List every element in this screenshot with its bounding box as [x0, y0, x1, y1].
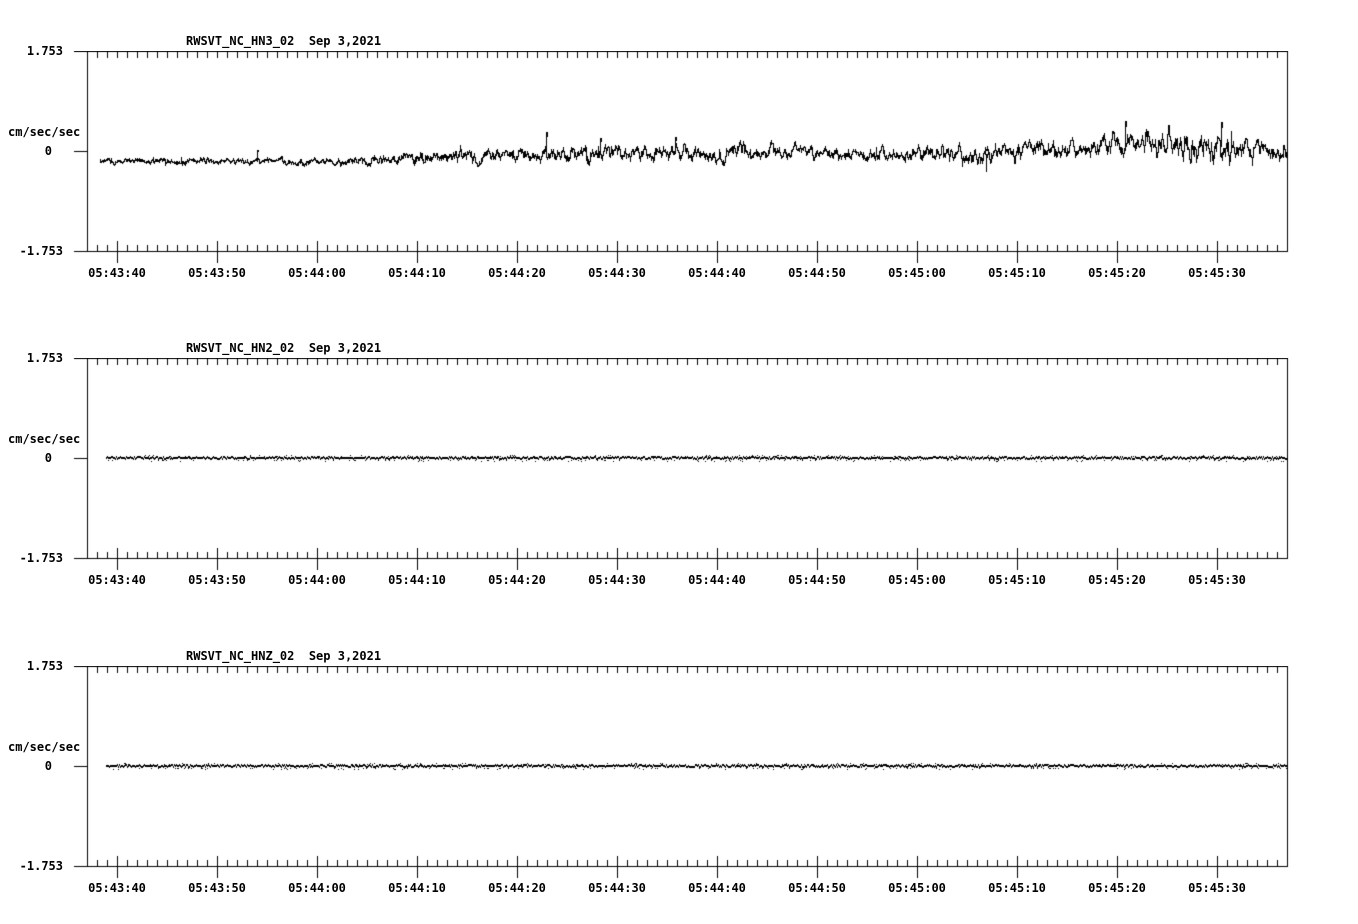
x-tick-label: 05:44:40	[688, 266, 746, 280]
x-tick-label: 05:45:30	[1188, 881, 1246, 895]
y-axis-units-label: cm/sec/sec	[8, 432, 81, 446]
y-axis-units-label: cm/sec/sec	[8, 740, 81, 754]
y-tick-label-max: 1.753	[26, 659, 63, 673]
x-tick-label: 05:44:10	[388, 266, 446, 280]
y-tick-label-max: 1.753	[26, 351, 63, 365]
x-tick-label: 05:44:50	[788, 266, 846, 280]
x-tick-label: 05:44:20	[488, 881, 546, 895]
x-tick-label: 05:44:50	[788, 881, 846, 895]
y-tick-label-min: -1.753	[19, 244, 63, 258]
x-tick-label: 05:45:10	[988, 266, 1046, 280]
x-tick-label: 05:44:30	[588, 573, 646, 587]
y-tick-label-zero: 0	[44, 144, 52, 158]
y-tick-label-max: 1.753	[26, 44, 63, 58]
x-tick-label: 05:43:50	[188, 573, 246, 587]
seismogram-canvas-hn2	[73, 358, 1289, 572]
x-tick-label: 05:45:30	[1188, 573, 1246, 587]
x-tick-label: 05:45:00	[888, 573, 946, 587]
x-tick-label: 05:45:10	[988, 573, 1046, 587]
x-tick-label: 05:43:40	[88, 573, 146, 587]
x-tick-label: 05:45:10	[988, 881, 1046, 895]
seismogram-canvas-hnz	[73, 666, 1289, 880]
seismogram-canvas-hn3	[73, 51, 1289, 265]
x-tick-label: 05:44:10	[388, 573, 446, 587]
y-tick-label-min: -1.753	[19, 551, 63, 565]
x-tick-label: 05:44:20	[488, 573, 546, 587]
panel-title: RWSVT_NC_HN3_02 Sep 3,2021	[186, 34, 382, 48]
x-tick-label: 05:44:40	[688, 881, 746, 895]
y-tick-label-zero: 0	[44, 759, 52, 773]
x-tick-label: 05:43:40	[88, 881, 146, 895]
x-tick-label: 05:45:20	[1088, 881, 1146, 895]
panel-title: RWSVT_NC_HNZ_02 Sep 3,2021	[186, 649, 382, 663]
x-tick-label: 05:44:00	[288, 573, 346, 587]
x-tick-label: 05:45:20	[1088, 573, 1146, 587]
x-tick-label: 05:44:40	[688, 573, 746, 587]
x-tick-label: 05:45:00	[888, 881, 946, 895]
x-tick-label: 05:45:20	[1088, 266, 1146, 280]
y-axis-units-label: cm/sec/sec	[8, 125, 81, 139]
y-tick-label-min: -1.753	[19, 859, 63, 873]
x-tick-label: 05:43:50	[188, 266, 246, 280]
x-tick-label: 05:43:40	[88, 266, 146, 280]
x-tick-label: 05:44:00	[288, 881, 346, 895]
x-tick-label: 05:45:30	[1188, 266, 1246, 280]
x-tick-label: 05:45:00	[888, 266, 946, 280]
y-tick-label-zero: 0	[44, 451, 52, 465]
x-tick-label: 05:44:50	[788, 573, 846, 587]
x-tick-label: 05:43:50	[188, 881, 246, 895]
x-tick-label: 05:44:30	[588, 266, 646, 280]
x-tick-label: 05:44:10	[388, 881, 446, 895]
panel-title: RWSVT_NC_HN2_02 Sep 3,2021	[186, 341, 382, 355]
x-tick-label: 05:44:20	[488, 266, 546, 280]
x-tick-label: 05:44:00	[288, 266, 346, 280]
x-tick-label: 05:44:30	[588, 881, 646, 895]
